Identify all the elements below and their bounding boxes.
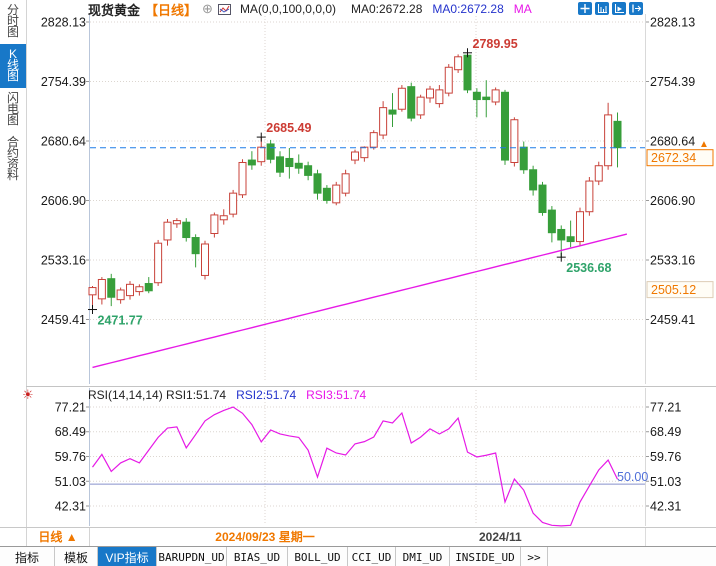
svg-text:2685.49: 2685.49 bbox=[266, 121, 311, 135]
main-grid: 2828.13 2828.13 2754.39 2754.39 2680.64 2680.… bbox=[41, 14, 695, 384]
ma-readouts: MA0:2672.28 MA0:2672.28 MA bbox=[341, 2, 532, 16]
ma-value: MA0:2672.28 bbox=[351, 2, 423, 16]
svg-text:2789.95: 2789.95 bbox=[473, 37, 518, 51]
chart-toolbar bbox=[578, 2, 643, 15]
indicator-tab-6[interactable]: CCI_UD bbox=[348, 547, 396, 566]
axis-date-label: 2024/09/23 星期一 bbox=[215, 530, 315, 544]
indicator-tab-0[interactable]: 指标 bbox=[0, 547, 55, 566]
indicator-tab-4[interactable]: BIAS_UD bbox=[227, 547, 288, 566]
axis-play-icon[interactable] bbox=[612, 2, 626, 15]
svg-text:2828.13: 2828.13 bbox=[41, 16, 86, 30]
svg-text:2606.90: 2606.90 bbox=[41, 194, 86, 208]
date-axis: 日线 ▲ 2024/09/23 星期一 2024/11 bbox=[0, 527, 716, 546]
indicator-tab-7[interactable]: DMI_UD bbox=[396, 547, 450, 566]
price-annotation: 2536.68 bbox=[556, 252, 611, 275]
main-chart[interactable]: 2828.13 2828.13 2754.39 2754.39 2680.64 2680.… bbox=[26, 0, 716, 386]
svg-text:2680.64: 2680.64 bbox=[650, 135, 695, 149]
svg-text:51.03: 51.03 bbox=[55, 475, 86, 489]
svg-text:77.21: 77.21 bbox=[55, 401, 86, 415]
svg-text:2754.39: 2754.39 bbox=[650, 75, 695, 89]
period-label: 【日线】 bbox=[145, 2, 198, 18]
sidebar-tab-label: K线图 bbox=[6, 47, 19, 83]
price-tag: 2672.34 bbox=[646, 149, 714, 167]
rsi-value: RSI(14,14,14) RSI1:51.74 bbox=[88, 388, 227, 402]
indicator-tab-3[interactable]: BARUPDN_UD bbox=[157, 547, 227, 566]
svg-text:59.76: 59.76 bbox=[55, 450, 86, 464]
period-selector-arrow: ▲ bbox=[65, 530, 78, 544]
svg-text:2471.77: 2471.77 bbox=[98, 314, 143, 328]
svg-text:2754.39: 2754.39 bbox=[41, 75, 86, 89]
sidebar-tab-0[interactable]: 分时图 bbox=[0, 0, 26, 44]
price-annotation: 2789.95 bbox=[463, 37, 518, 58]
ma100-line bbox=[92, 233, 628, 369]
pan-crosshair-icon[interactable] bbox=[578, 2, 592, 15]
svg-text:77.21: 77.21 bbox=[650, 401, 681, 415]
svg-text:2680.64: 2680.64 bbox=[41, 135, 86, 149]
svg-text:2459.41: 2459.41 bbox=[650, 313, 695, 327]
svg-text:2672.34: 2672.34 bbox=[651, 151, 696, 165]
axis-scale-icon[interactable] bbox=[595, 2, 609, 15]
chart-header: 现货黄金 【日线】 ⊕ MA(0,0,100,0,0,0) MA0:2672.2… bbox=[88, 1, 532, 18]
sidebar-tab-label: 闪电图 bbox=[6, 91, 19, 127]
indicator-tab-8[interactable]: INSIDE_UD bbox=[450, 547, 521, 566]
svg-text:2536.68: 2536.68 bbox=[566, 261, 611, 275]
svg-text:2505.12: 2505.12 bbox=[651, 283, 696, 297]
axis-divider bbox=[645, 528, 646, 546]
sidebar-tab-label: 分时图 bbox=[6, 3, 19, 39]
ma-value: MA bbox=[513, 2, 532, 16]
svg-text:68.49: 68.49 bbox=[650, 425, 681, 439]
svg-text:59.76: 59.76 bbox=[650, 450, 681, 464]
axis-date-label: 2024/11 bbox=[479, 530, 522, 544]
period-selector-label: 日线 bbox=[38, 530, 63, 544]
svg-text:2533.16: 2533.16 bbox=[41, 253, 86, 267]
svg-text:2828.13: 2828.13 bbox=[650, 16, 695, 30]
candlestick-series[interactable] bbox=[88, 52, 622, 310]
exit-icon[interactable] bbox=[629, 2, 643, 15]
svg-text:68.49: 68.49 bbox=[55, 425, 86, 439]
svg-text:51.03: 51.03 bbox=[650, 475, 681, 489]
indicator-tabbar: 指标 模板 VIP指标 BARUPDN_UD BIAS_UD BOLL_UD CCI_UD D… bbox=[0, 546, 716, 566]
svg-text:42.31: 42.31 bbox=[650, 500, 681, 514]
sidebar-tab-3[interactable]: 合约资料 bbox=[0, 132, 26, 187]
svg-text:2459.41: 2459.41 bbox=[41, 313, 86, 327]
indicator-tab-2[interactable]: VIP指标 bbox=[98, 547, 157, 566]
sidebar-tab-label: 合约资料 bbox=[6, 135, 19, 182]
ma-value: MA0:2672.28 bbox=[432, 2, 504, 16]
rsi-settings-icon[interactable]: ☀ bbox=[22, 387, 34, 402]
sidebar-tab-1[interactable]: K线图 bbox=[0, 44, 26, 88]
indicator-tab-5[interactable]: BOLL_UD bbox=[288, 547, 348, 566]
indicator-tab-9[interactable]: >> bbox=[521, 547, 548, 566]
price-annotation: 2685.49 bbox=[256, 121, 311, 142]
indicator-tab-1[interactable]: 模板 bbox=[55, 547, 98, 566]
svg-text:2606.90: 2606.90 bbox=[650, 194, 695, 208]
rsi-value: RSI3:51.74 bbox=[306, 388, 367, 402]
sidebar: 分时图 K线图闪电图合约资料 bbox=[0, 0, 27, 527]
indicator-chart-icon[interactable] bbox=[217, 3, 231, 15]
instrument-title: 现货黄金 bbox=[88, 2, 141, 18]
rsi-line bbox=[92, 406, 619, 527]
rsi-value: RSI2:51.74 bbox=[236, 388, 297, 402]
rsi-readouts: RSI(14,14,14) RSI1:51.74 RSI2:51.74 RSI3:5… bbox=[88, 388, 376, 402]
period-selector[interactable]: 日线 ▲ bbox=[26, 528, 90, 546]
price-annotation: 2471.77 bbox=[88, 305, 143, 328]
rsi-chart[interactable]: 77.21 77.21 68.49 68.49 59.76 59.76 51.03 51.03… bbox=[26, 386, 716, 527]
sidebar-tab-2[interactable]: 闪电图 bbox=[0, 88, 26, 132]
svg-text:2533.16: 2533.16 bbox=[650, 253, 695, 267]
add-indicator-icon[interactable]: ⊕ bbox=[202, 1, 213, 16]
rsi-grid: 77.21 77.21 68.49 68.49 59.76 59.76 51.03 51.03… bbox=[55, 388, 681, 526]
price-tag: 2505.12 bbox=[646, 281, 714, 299]
price-direction-arrow: ▲ bbox=[699, 139, 709, 150]
rsi-level-label: 50.00 bbox=[617, 470, 648, 484]
ma-formula: MA(0,0,100,0,0,0) bbox=[239, 2, 336, 16]
svg-text:42.31: 42.31 bbox=[55, 500, 86, 514]
